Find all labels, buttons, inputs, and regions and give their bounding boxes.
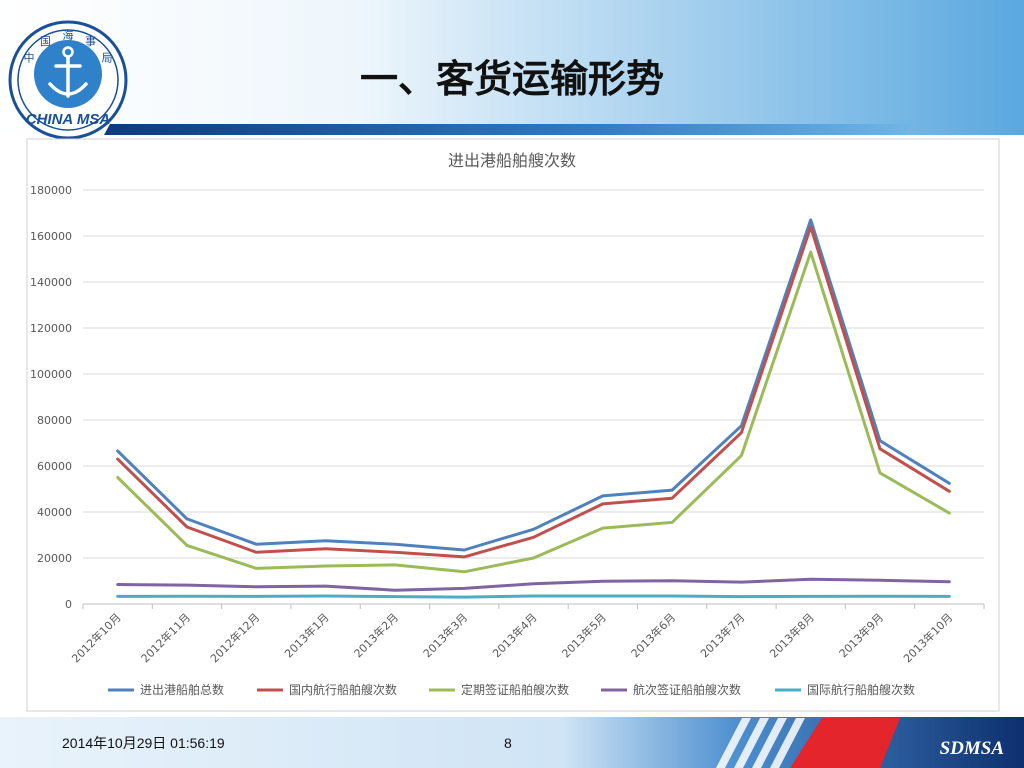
logo-chars: 中国海事局 <box>24 28 113 65</box>
chart-title: 进出港船舶艘次数 <box>448 151 576 170</box>
y-tick-label: 0 <box>65 598 72 611</box>
series-line-5 <box>116 594 951 599</box>
logo-char: 中 <box>24 52 35 65</box>
slide-title: 一、客货运输形势 <box>360 57 664 101</box>
series-line-4 <box>116 577 951 592</box>
y-tick-label: 40000 <box>37 506 72 519</box>
brand-label: SDMSA <box>940 738 1004 759</box>
header-stripe <box>104 124 912 135</box>
red-accent <box>790 718 900 768</box>
y-tick-label: 120000 <box>30 322 72 335</box>
y-tick-label: 100000 <box>30 368 72 381</box>
legend-label: 进出港船舶总数 <box>140 682 224 697</box>
y-tick-label: 140000 <box>30 276 72 289</box>
footer-decoration <box>716 718 900 768</box>
logo-char: 海 <box>63 28 74 42</box>
y-tick-label: 180000 <box>30 184 72 197</box>
series-line-3 <box>116 250 951 574</box>
header-band <box>0 0 1024 135</box>
logo-char: 国 <box>40 35 51 48</box>
footer-date: 2014年10月29日 01:56:19 <box>62 735 225 751</box>
anchor-icon <box>48 46 88 98</box>
legend-label: 国际航行船舶艘次数 <box>807 682 915 697</box>
logo-char: 局 <box>101 52 112 65</box>
logo-text: CHINA MSA <box>26 111 110 128</box>
y-tick-label: 80000 <box>37 414 72 427</box>
y-tick-label: 60000 <box>37 460 72 473</box>
y-tick-label: 20000 <box>37 552 72 565</box>
series-line-1 <box>116 218 951 552</box>
series-line-2 <box>116 225 951 559</box>
legend-label: 航次签证船舶艘次数 <box>633 682 741 697</box>
legend-label: 国内航行船舶艘次数 <box>289 682 397 697</box>
legend-label: 定期签证船舶艘次数 <box>461 682 569 697</box>
china-msa-logo: CHINA MSA 中国海事局 <box>8 20 128 140</box>
chart: 进出港船舶艘次数 0 20000 40000 60000 80000 100000 12000… <box>30 151 985 697</box>
logo-char: 事 <box>85 35 96 48</box>
page-number: 8 <box>504 735 512 751</box>
chart-frame <box>26 138 1000 712</box>
y-tick-label: 160000 <box>30 230 72 243</box>
